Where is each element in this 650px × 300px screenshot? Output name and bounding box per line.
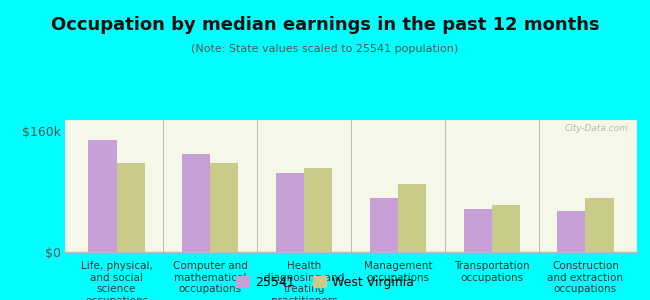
Bar — [65, 248, 637, 251]
Bar — [65, 248, 637, 251]
Bar — [65, 247, 637, 250]
Bar — [65, 249, 637, 252]
Text: (Note: State values scaled to 25541 population): (Note: State values scaled to 25541 popu… — [191, 44, 459, 53]
Bar — [182, 154, 211, 252]
Bar — [65, 248, 637, 250]
Bar — [65, 248, 637, 250]
Text: Occupation by median earnings in the past 12 months: Occupation by median earnings in the pas… — [51, 16, 599, 34]
Bar — [88, 140, 116, 252]
Bar — [65, 249, 637, 251]
Bar — [65, 248, 637, 251]
Bar — [65, 249, 637, 252]
Bar — [65, 249, 637, 252]
Bar — [65, 248, 637, 251]
Bar — [557, 211, 586, 252]
Bar — [65, 248, 637, 251]
Legend: 25541, West Virginia: 25541, West Virginia — [231, 271, 419, 294]
Bar — [65, 249, 637, 251]
Bar — [65, 248, 637, 250]
Bar — [116, 163, 145, 252]
Bar — [211, 163, 239, 252]
Bar — [65, 248, 637, 250]
Bar — [65, 249, 637, 251]
Bar — [65, 249, 637, 252]
Bar — [65, 249, 637, 252]
Bar — [398, 184, 426, 252]
Bar — [586, 198, 614, 252]
Bar — [65, 248, 637, 250]
Bar — [65, 248, 637, 251]
Text: Management
occupations: Management occupations — [363, 261, 432, 283]
Bar — [370, 198, 398, 252]
Bar — [65, 249, 637, 251]
Bar — [65, 248, 637, 250]
Bar — [463, 209, 491, 252]
Bar — [304, 167, 332, 252]
Bar — [65, 248, 637, 251]
Text: Construction
and extraction
occupations: Construction and extraction occupations — [547, 261, 623, 294]
Bar — [65, 247, 637, 250]
Text: Life, physical,
and social
science
occupations: Life, physical, and social science occup… — [81, 261, 153, 300]
Bar — [65, 248, 637, 250]
Bar — [65, 247, 637, 250]
Bar — [276, 173, 304, 252]
Bar — [65, 247, 637, 250]
Bar — [65, 247, 637, 249]
Bar — [65, 249, 637, 252]
Text: Transportation
occupations: Transportation occupations — [454, 261, 530, 283]
Bar — [65, 248, 637, 251]
Text: Health
diagnosing and
treating
practitioners
and other
technical
occupations: Health diagnosing and treating practitio… — [264, 261, 344, 300]
Bar — [65, 248, 637, 250]
Bar — [65, 248, 637, 251]
Bar — [65, 248, 637, 250]
Bar — [65, 248, 637, 250]
Bar — [65, 248, 637, 250]
Bar — [65, 247, 637, 250]
Bar — [65, 247, 637, 250]
Bar — [65, 248, 637, 251]
Bar — [65, 249, 637, 252]
Bar — [65, 249, 637, 252]
Bar — [65, 249, 637, 252]
Bar — [65, 248, 637, 250]
Bar — [65, 248, 637, 250]
Bar — [65, 249, 637, 251]
Text: Computer and
mathematical
occupations: Computer and mathematical occupations — [173, 261, 248, 294]
Text: City-Data.com: City-Data.com — [564, 124, 629, 133]
Bar — [65, 249, 637, 251]
Bar — [65, 247, 637, 250]
Bar — [65, 247, 637, 250]
Bar — [65, 247, 637, 250]
Bar — [65, 247, 637, 250]
Bar — [65, 249, 637, 251]
Bar — [491, 205, 520, 252]
